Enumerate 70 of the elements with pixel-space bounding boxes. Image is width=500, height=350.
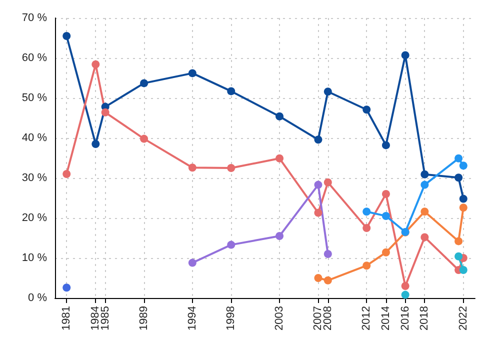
y-tick-label: 20 % (22, 212, 48, 224)
x-tick-label: 2018 (418, 306, 431, 330)
point (382, 212, 390, 220)
point (188, 258, 196, 267)
point (314, 274, 322, 282)
y-tick-label: 40 % (22, 132, 48, 144)
point (188, 69, 196, 78)
point (227, 240, 236, 249)
point (62, 32, 71, 40)
point (314, 136, 322, 144)
point (459, 266, 468, 274)
point (382, 248, 390, 256)
point (459, 194, 468, 203)
point (401, 282, 410, 290)
point (362, 262, 371, 270)
point (276, 154, 284, 162)
point (140, 134, 148, 143)
point (188, 164, 196, 172)
point (324, 276, 332, 284)
point (420, 170, 429, 178)
x-tick-label: 1998 (225, 306, 238, 330)
y-tick-label: 0 % (28, 292, 48, 304)
point (362, 224, 371, 232)
point (324, 178, 332, 186)
x-tick-label: 2022 (457, 306, 470, 330)
point (454, 154, 463, 162)
y-tick-label: 10 % (22, 252, 48, 264)
x-tick-label: 1984 (90, 306, 102, 330)
x-tick-label: 2007 (312, 306, 324, 330)
x-tick-label: 1981 (60, 306, 73, 330)
point (454, 237, 463, 246)
y-tick-label: 60 % (22, 52, 48, 64)
point (454, 252, 463, 260)
point (276, 232, 284, 240)
point (382, 141, 390, 150)
point (92, 140, 100, 148)
x-tick-label: 2012 (360, 306, 373, 330)
y-tick-label: 70 % (22, 12, 48, 24)
point (362, 208, 371, 216)
point (382, 190, 390, 198)
x-tick-label: 2016 (399, 306, 412, 330)
y-tick-label: 30 % (22, 172, 48, 184)
point (459, 204, 468, 212)
point (62, 284, 71, 292)
x-tick-label: 1985 (99, 306, 112, 330)
point (227, 87, 236, 96)
point (401, 290, 410, 299)
point (227, 164, 236, 172)
point (62, 170, 71, 178)
point (314, 180, 322, 189)
point (101, 108, 110, 116)
point (459, 162, 468, 170)
point (324, 88, 332, 96)
point (276, 112, 284, 120)
x-tick-label: 1994 (186, 306, 198, 330)
point (140, 79, 148, 88)
point (420, 180, 429, 189)
y-tick-label: 50 % (22, 92, 48, 104)
point (92, 60, 100, 68)
point (401, 51, 410, 60)
point (454, 174, 463, 182)
x-tick-label: 2014 (380, 306, 392, 330)
x-tick-label: 2003 (274, 306, 286, 330)
point (420, 233, 429, 242)
x-tick-label: 1989 (138, 306, 150, 330)
point (314, 208, 322, 217)
point (324, 250, 332, 258)
point (420, 208, 429, 216)
point (362, 106, 371, 114)
x-tick-label: 2008 (322, 306, 334, 330)
